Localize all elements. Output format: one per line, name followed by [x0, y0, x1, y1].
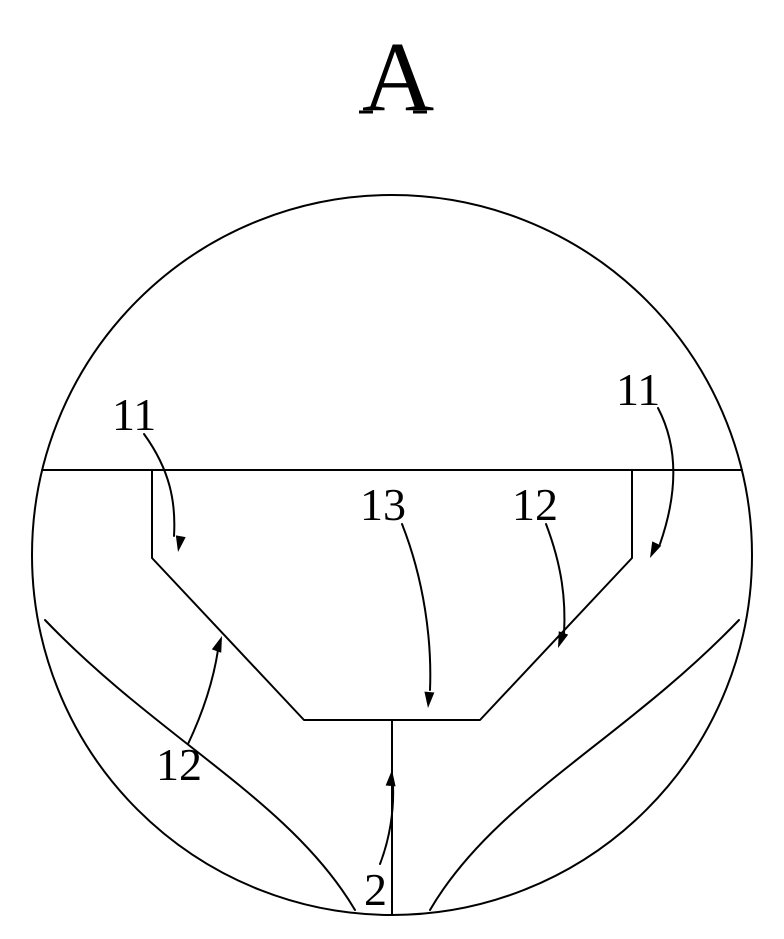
label-R11: 11: [616, 364, 660, 415]
label-R12: 12: [512, 479, 558, 530]
label-L13: 13: [360, 479, 406, 530]
label-A: A: [362, 21, 434, 132]
label-L2: 2: [364, 864, 387, 915]
label-L11: 11: [112, 389, 156, 440]
label-L12: 12: [156, 739, 202, 790]
